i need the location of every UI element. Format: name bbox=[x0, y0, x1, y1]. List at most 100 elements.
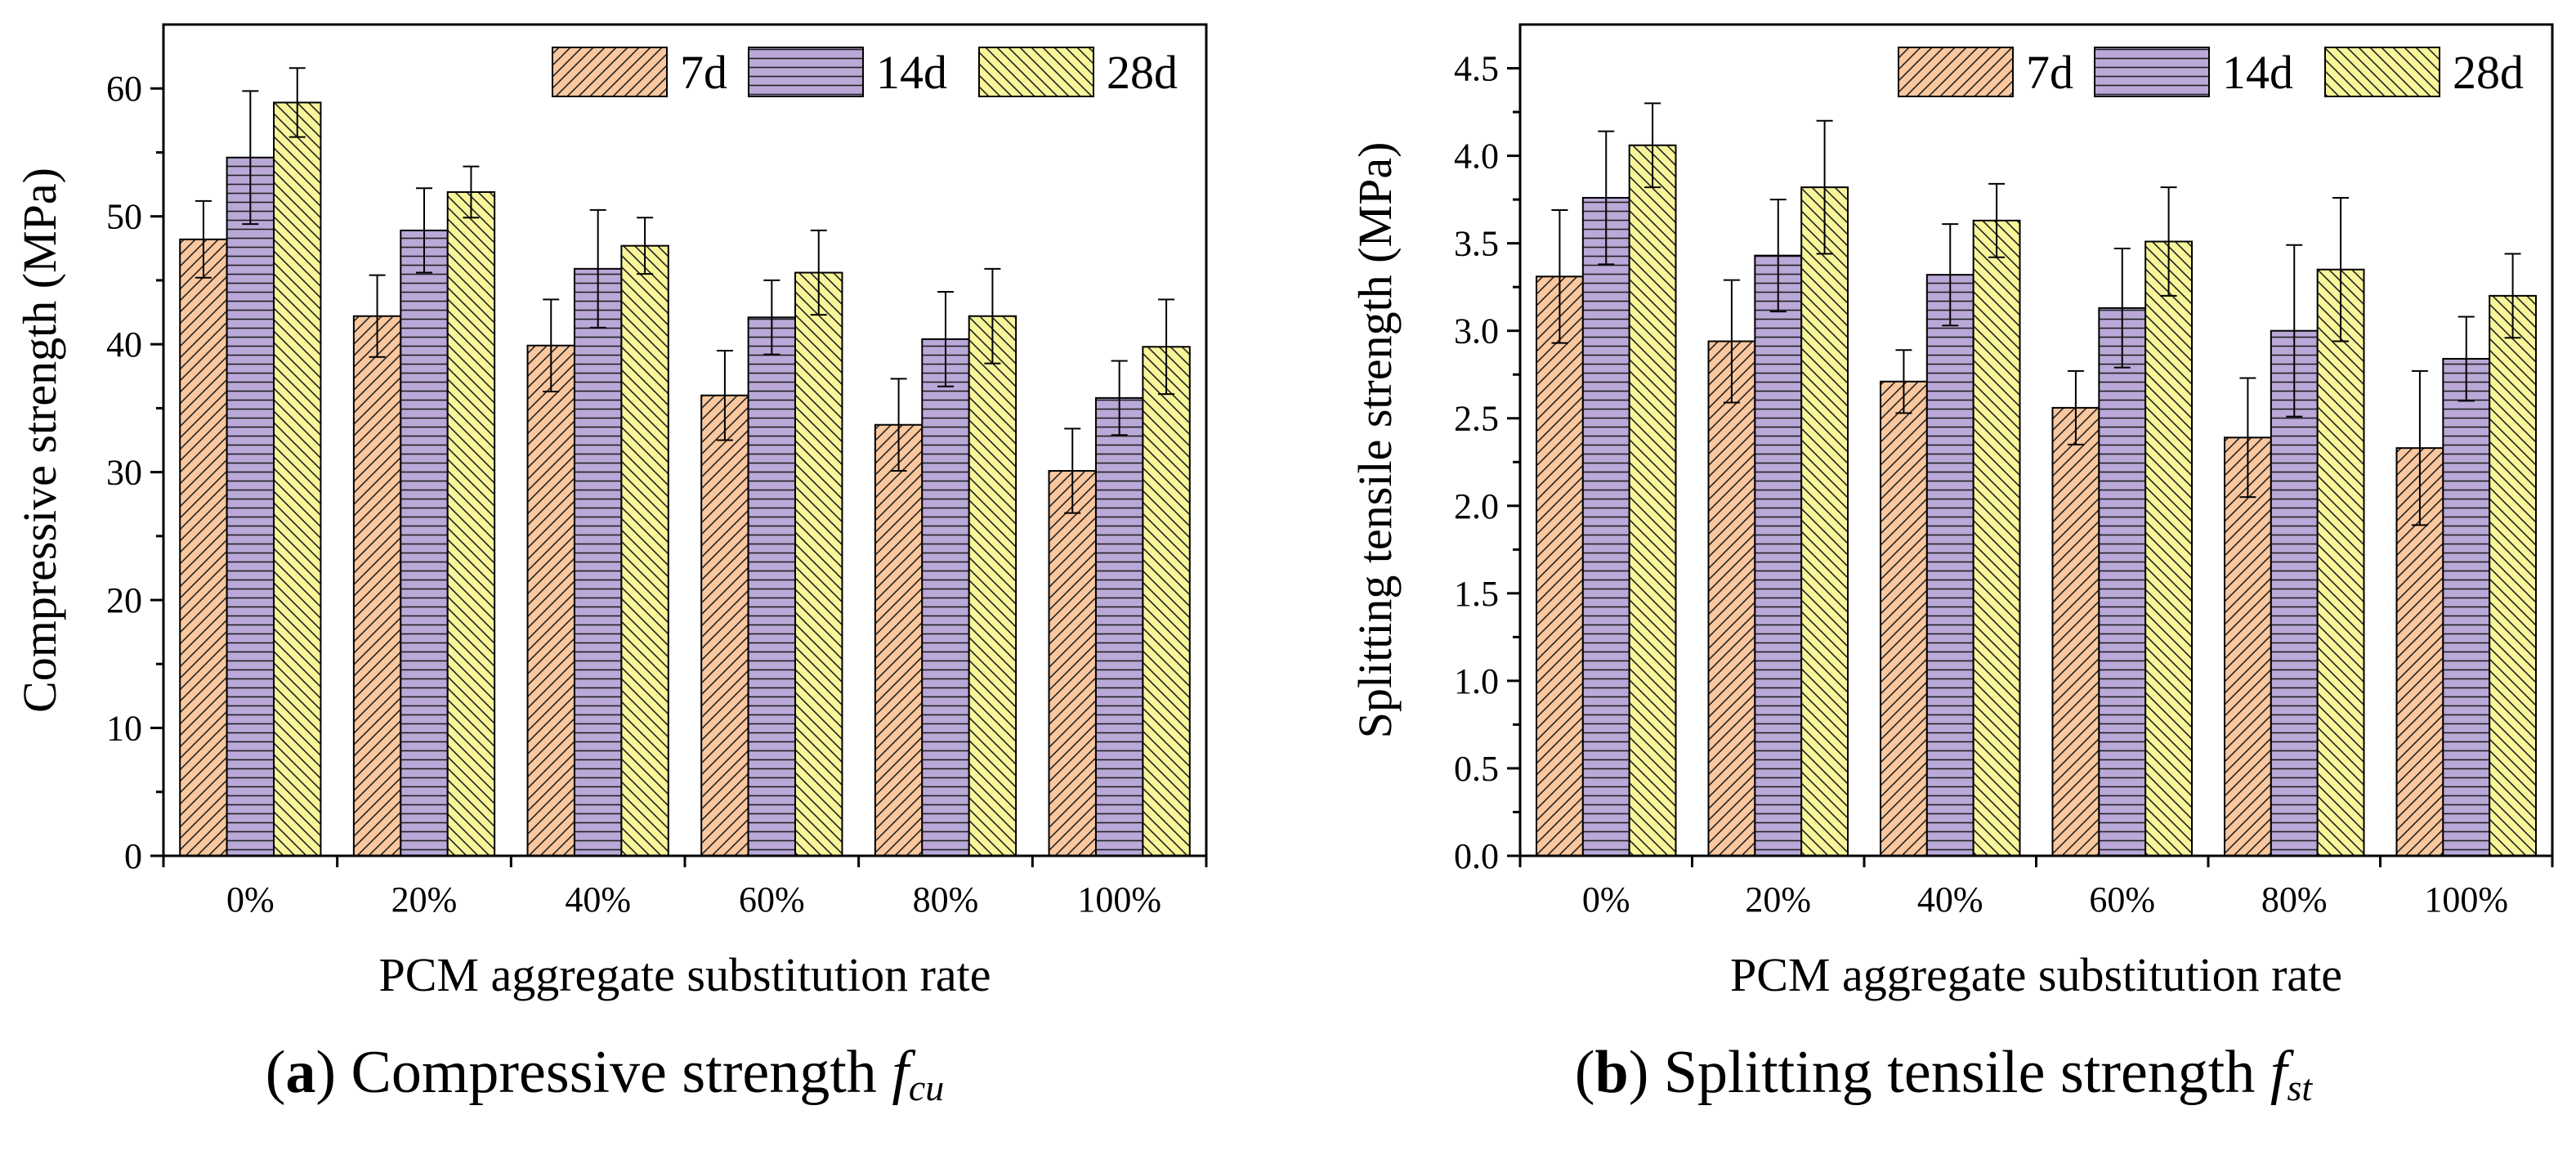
bars-group bbox=[1535, 144, 2538, 857]
x-tick-label: 60% bbox=[2089, 880, 2155, 920]
error-bar-28d-40% bbox=[637, 217, 654, 275]
legend-label: 7d bbox=[680, 46, 727, 99]
y-tick-label: 3.0 bbox=[1454, 311, 1499, 351]
bar-7d-100% bbox=[1048, 470, 1097, 857]
bar-7d-40% bbox=[526, 344, 575, 857]
x-axis: 0% 20% 40% 60% 80% 100% bbox=[162, 856, 1208, 920]
error-bars-group bbox=[195, 67, 1175, 514]
y-tick-label: 2.0 bbox=[1454, 486, 1499, 526]
error-bar-7d-80% bbox=[890, 378, 907, 472]
bars-group bbox=[179, 101, 1191, 857]
y-axis: 0 10 20 30 40 50 60 bbox=[106, 69, 163, 876]
x-tick-label: 100% bbox=[2424, 880, 2508, 920]
error-bar-7d-100% bbox=[1064, 428, 1081, 514]
legend-swatch bbox=[2094, 47, 2210, 97]
legend-item-28d: 28d bbox=[978, 46, 1178, 99]
legend-item-14d: 14d bbox=[748, 46, 947, 99]
bar-14d-20% bbox=[400, 229, 449, 857]
error-bar-14d-60% bbox=[2113, 248, 2131, 369]
bar-14d-40% bbox=[573, 267, 623, 857]
error-bar-14d-80% bbox=[937, 291, 954, 387]
bar-28d-40% bbox=[620, 244, 669, 857]
y-tick-label: 20 bbox=[106, 580, 142, 620]
error-bar-14d-80% bbox=[2286, 244, 2303, 418]
x-tick-label: 0% bbox=[226, 880, 275, 920]
x-tick-label: 60% bbox=[739, 880, 805, 920]
error-bar-7d-40% bbox=[543, 298, 560, 393]
x-tick-label: 20% bbox=[1745, 880, 1811, 920]
error-bar-14d-0% bbox=[242, 90, 259, 226]
error-bar-7d-0% bbox=[1551, 208, 1568, 344]
y-tick-label: 1.5 bbox=[1454, 574, 1499, 614]
y-tick-label: 2.5 bbox=[1454, 399, 1499, 439]
error-bars-group bbox=[1551, 102, 2521, 526]
x-tick-label: 80% bbox=[2261, 880, 2328, 920]
x-tick-label: 80% bbox=[913, 880, 979, 920]
legend-label: 28d bbox=[1107, 46, 1178, 99]
error-bar-28d-0% bbox=[1644, 102, 1661, 189]
bar-14d-60% bbox=[747, 316, 797, 857]
bar-14d-0% bbox=[226, 156, 275, 857]
y-tick-label: 0 bbox=[124, 836, 142, 876]
error-bar-28d-80% bbox=[984, 267, 1001, 365]
legend-label: 28d bbox=[2453, 46, 2524, 99]
legend-label: 7d bbox=[2026, 46, 2073, 99]
legend-item-14d: 14d bbox=[2094, 46, 2293, 99]
bar-14d-80% bbox=[921, 338, 970, 857]
x-tick-label: 20% bbox=[391, 880, 458, 920]
error-bar-7d-20% bbox=[369, 274, 386, 358]
legend: 7d 14d 28d bbox=[552, 46, 1178, 99]
bar-28d-80% bbox=[968, 315, 1017, 857]
legend: 7d 14d 28d bbox=[1898, 46, 2524, 99]
error-bar-7d-80% bbox=[2239, 377, 2256, 499]
bar-7d-80% bbox=[874, 423, 924, 857]
error-bar-7d-40% bbox=[1895, 349, 1912, 414]
x-tick-label: 40% bbox=[1917, 880, 1983, 920]
bar-14d-60% bbox=[2098, 307, 2147, 857]
error-bar-28d-60% bbox=[810, 229, 827, 316]
caption-subscript: st bbox=[2287, 1067, 2313, 1108]
y-tick-label: 4.0 bbox=[1454, 137, 1499, 177]
bar-14d-100% bbox=[1094, 396, 1144, 857]
y-tick-label: 0.5 bbox=[1454, 749, 1499, 789]
error-bar-14d-100% bbox=[1111, 360, 1128, 436]
y-axis-label: Splitting tensile strength (MPa) bbox=[1348, 142, 1402, 739]
bar-14d-0% bbox=[1581, 196, 1630, 857]
bar-7d-20% bbox=[1707, 340, 1756, 857]
error-bar-14d-20% bbox=[416, 187, 432, 274]
x-axis-label: PCM aggregate substitution rate bbox=[1730, 948, 2342, 1001]
chart-panel-compressive: 0 10 20 30 40 50 60 0% 20% 40% 60% 80% 100% 7d 14d 28… bbox=[13, 23, 1208, 1108]
bar-28d-100% bbox=[1142, 346, 1191, 857]
chart-panel-splitting-tensile: 0.0 0.5 1.0 1.5 2.0 2.5 3.0 3.5 4.0 4.5 0% 20% 40% 6… bbox=[1348, 23, 2554, 1108]
caption-subscript: cu bbox=[909, 1067, 944, 1108]
error-bar-7d-0% bbox=[195, 199, 212, 279]
y-tick-label: 1.0 bbox=[1454, 661, 1499, 701]
x-tick-label: 0% bbox=[1582, 880, 1630, 920]
y-tick-label: 10 bbox=[106, 709, 142, 749]
bar-28d-80% bbox=[2316, 268, 2365, 857]
bar-28d-20% bbox=[1800, 186, 1849, 857]
bar-28d-60% bbox=[2144, 240, 2194, 857]
y-tick-label: 3.5 bbox=[1454, 224, 1499, 264]
x-axis: 0% 20% 40% 60% 80% 100% bbox=[1518, 856, 2554, 920]
error-bar-14d-20% bbox=[1769, 199, 1787, 313]
error-bar-28d-100% bbox=[1158, 298, 1175, 396]
error-bar-28d-20% bbox=[1816, 119, 1833, 255]
legend-label: 14d bbox=[876, 46, 947, 99]
caption-text: Compressive strength bbox=[351, 1039, 877, 1106]
bar-7d-0% bbox=[1535, 275, 1584, 857]
y-tick-label: 50 bbox=[106, 197, 142, 237]
legend-swatch bbox=[978, 47, 1094, 97]
legend-item-7d: 7d bbox=[1898, 46, 2073, 99]
error-bar-28d-20% bbox=[463, 165, 480, 219]
bar-28d-20% bbox=[446, 190, 496, 857]
bar-28d-60% bbox=[794, 271, 843, 857]
legend-label: 14d bbox=[2222, 46, 2293, 99]
error-bar-7d-60% bbox=[716, 349, 733, 441]
legend-item-7d: 7d bbox=[552, 46, 727, 99]
bar-14d-20% bbox=[1754, 254, 1803, 857]
y-tick-label: 0.0 bbox=[1454, 836, 1499, 876]
error-bar-7d-20% bbox=[1723, 279, 1740, 404]
bar-14d-80% bbox=[2270, 329, 2319, 857]
error-bar-7d-100% bbox=[2411, 369, 2428, 526]
